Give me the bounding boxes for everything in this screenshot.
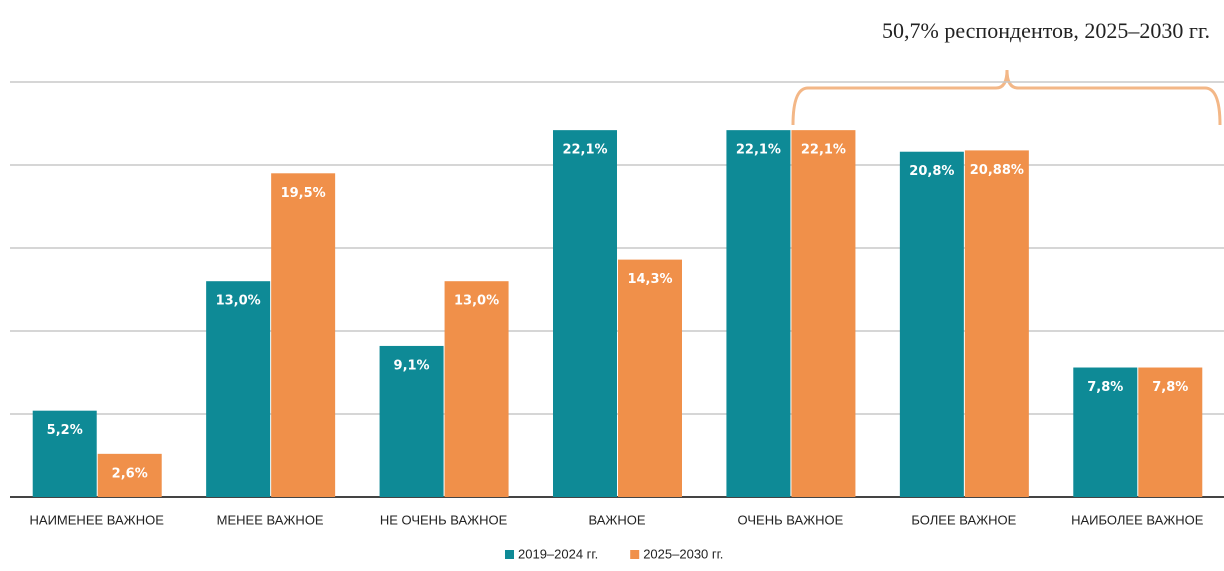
bracket (791, 69, 1222, 126)
value-label: 14,3% (627, 272, 672, 287)
bar (618, 259, 682, 497)
bar (964, 150, 1029, 497)
bar (379, 345, 444, 497)
value-label: 9,1% (394, 358, 430, 373)
x-tick-label: БОЛЕЕ ВАЖНОЕ (911, 512, 1016, 527)
bar (97, 453, 162, 497)
value-label: 7,8% (1152, 380, 1188, 395)
x-tick-label: НАИМЕНЕЕ ВАЖНОЕ (30, 512, 165, 527)
legend-swatch (630, 550, 640, 559)
x-tick-label: МЕНЕЕ ВАЖНОЕ (217, 512, 324, 527)
value-label: 22,1% (801, 143, 846, 158)
x-tick-label: НЕ ОЧЕНЬ ВАЖНОЕ (380, 512, 508, 527)
value-label: 13,0% (216, 294, 261, 309)
legend-swatch (505, 550, 514, 559)
x-tick-label: ВАЖНОЕ (588, 512, 645, 527)
bar (791, 130, 856, 497)
annotation: 50,7% респондентов, 2025–2030 гг. (882, 18, 1210, 43)
bar (1073, 367, 1138, 497)
bar (1138, 367, 1203, 497)
value-label: 22,1% (736, 143, 781, 158)
bar (32, 410, 97, 497)
bar (444, 281, 509, 497)
value-label: 19,5% (281, 186, 326, 201)
value-label: 22,1% (562, 143, 607, 158)
value-label: 20,88% (970, 163, 1024, 178)
value-label: 5,2% (47, 423, 83, 438)
value-label: 2,6% (112, 466, 148, 481)
bar (206, 281, 271, 497)
legend-label: 2019–2024 гг. (518, 546, 598, 561)
value-label: 20,8% (909, 164, 954, 179)
legend-label: 2025–2030 гг. (643, 546, 723, 561)
bar (726, 130, 791, 497)
bar (553, 130, 617, 497)
bar (899, 151, 964, 497)
bar (271, 173, 336, 498)
value-label: 7,8% (1087, 380, 1123, 395)
x-tick-label: ОЧЕНЬ ВАЖНОЕ (738, 512, 844, 527)
x-tick-label: НАИБОЛЕЕ ВАЖНОЕ (1071, 512, 1204, 527)
value-label: 13,0% (454, 294, 499, 309)
